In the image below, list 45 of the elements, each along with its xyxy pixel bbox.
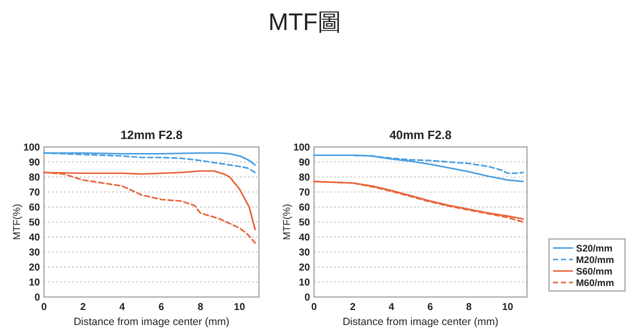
legend-label: M60/mm bbox=[576, 278, 614, 289]
x-axis-title: Distance from image center (mm) bbox=[74, 316, 230, 328]
y-tick-label: 70 bbox=[28, 188, 40, 198]
y-tick-label: 60 bbox=[28, 202, 40, 214]
y-tick-label: 80 bbox=[28, 172, 40, 184]
x-axis-title: Distance from image center (mm) bbox=[342, 316, 498, 328]
x-tick-label: 0 bbox=[41, 302, 48, 313]
x-tick-label: 2 bbox=[80, 302, 86, 313]
y-tick-label: 30 bbox=[298, 248, 310, 258]
y-tick-label: 60 bbox=[298, 202, 310, 214]
y-tick-label: 40 bbox=[28, 232, 40, 244]
y-tick-label: 100 bbox=[293, 142, 310, 154]
text: MTF圖 bbox=[268, 9, 342, 36]
x-tick-label: 8 bbox=[466, 302, 472, 313]
chart-title: 12mm F2.8 bbox=[120, 128, 183, 142]
x-tick-label: 0 bbox=[311, 302, 318, 313]
y-tick-label: 50 bbox=[28, 218, 40, 228]
x-tick-label: 6 bbox=[427, 302, 434, 313]
chart-title: 40mm F2.8 bbox=[389, 128, 452, 142]
x-tick-label: 8 bbox=[198, 302, 204, 313]
y-tick-label: 0 bbox=[304, 292, 310, 304]
y-tick-label: 30 bbox=[28, 248, 40, 258]
y-axis-title: MTF(%) bbox=[282, 204, 293, 240]
y-tick-label: 70 bbox=[298, 188, 310, 198]
y-tick-label: 20 bbox=[28, 262, 40, 274]
y-tick-label: 90 bbox=[298, 158, 310, 168]
legend-label: S60/mm bbox=[576, 266, 612, 278]
x-tick-label: 2 bbox=[350, 302, 356, 313]
x-tick-label: 4 bbox=[388, 302, 395, 313]
y-tick-label: 20 bbox=[298, 262, 310, 274]
x-tick-label: 10 bbox=[502, 302, 514, 313]
y-tick-label: 40 bbox=[298, 232, 310, 244]
y-tick-label: 80 bbox=[298, 172, 310, 184]
legend-label: M20/mm bbox=[576, 255, 614, 266]
x-tick-label: 10 bbox=[234, 302, 246, 313]
x-tick-label: 6 bbox=[158, 302, 164, 313]
y-tick-label: 10 bbox=[28, 278, 40, 288]
y-tick-label: 10 bbox=[298, 278, 310, 288]
y-axis-title: MTF(%) bbox=[12, 204, 23, 240]
y-tick-label: 90 bbox=[28, 158, 40, 168]
legend-label: S20/mm bbox=[576, 244, 612, 254]
x-tick-label: 4 bbox=[119, 302, 126, 313]
y-tick-label: 50 bbox=[298, 218, 310, 228]
y-tick-label: 100 bbox=[23, 142, 40, 154]
y-tick-label: 0 bbox=[34, 292, 40, 304]
